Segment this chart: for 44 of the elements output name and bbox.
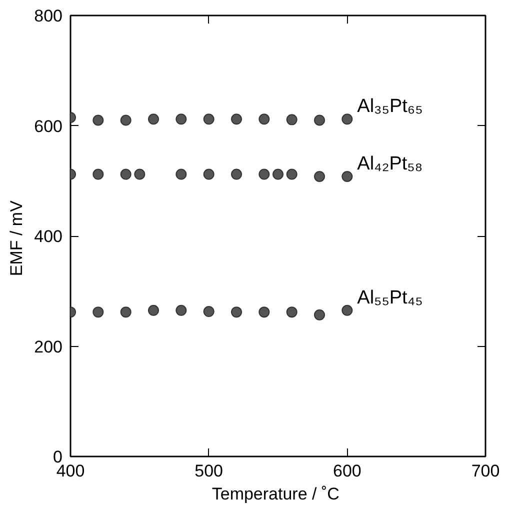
y-tick-label: 800 bbox=[34, 6, 63, 26]
x-tick-label: 500 bbox=[194, 462, 224, 480]
point bbox=[258, 306, 270, 318]
point bbox=[176, 114, 187, 125]
point bbox=[92, 168, 104, 180]
point bbox=[134, 168, 146, 180]
point bbox=[342, 170, 353, 182]
y-axis-title: EMF / mV bbox=[7, 200, 26, 276]
point bbox=[148, 114, 159, 125]
point bbox=[342, 114, 353, 125]
point bbox=[148, 304, 159, 316]
series-label: Al₃₅Pt₆₅ bbox=[357, 96, 423, 118]
point bbox=[231, 168, 242, 180]
point bbox=[342, 304, 353, 316]
point bbox=[120, 306, 132, 318]
point bbox=[92, 306, 104, 318]
point bbox=[203, 168, 214, 180]
point bbox=[314, 114, 325, 126]
point bbox=[314, 170, 325, 182]
point bbox=[286, 168, 298, 180]
point bbox=[231, 306, 242, 318]
point bbox=[272, 168, 284, 180]
x-tick-label: 400 bbox=[56, 462, 85, 480]
point bbox=[286, 306, 298, 318]
point bbox=[176, 168, 187, 180]
y-tick-label: 600 bbox=[34, 116, 63, 136]
y-tick-label: 200 bbox=[34, 337, 63, 356]
point bbox=[92, 114, 104, 126]
point bbox=[258, 168, 270, 180]
point bbox=[120, 168, 132, 180]
y-tick-label: 400 bbox=[34, 227, 63, 246]
series-label: Al₅₅Pt₄₅ bbox=[357, 287, 423, 308]
x-tick-label: 700 bbox=[471, 462, 500, 480]
point bbox=[314, 309, 325, 320]
point bbox=[176, 304, 187, 316]
point bbox=[231, 114, 242, 125]
x-axis-title: Temperature / ˚C bbox=[212, 484, 340, 504]
point bbox=[203, 114, 214, 125]
point bbox=[203, 306, 214, 318]
x-tick-label: 600 bbox=[332, 462, 362, 480]
series-label: Al₄₂Pt₅₈ bbox=[357, 153, 423, 174]
point bbox=[258, 114, 270, 125]
point bbox=[286, 114, 298, 126]
point bbox=[120, 114, 132, 126]
